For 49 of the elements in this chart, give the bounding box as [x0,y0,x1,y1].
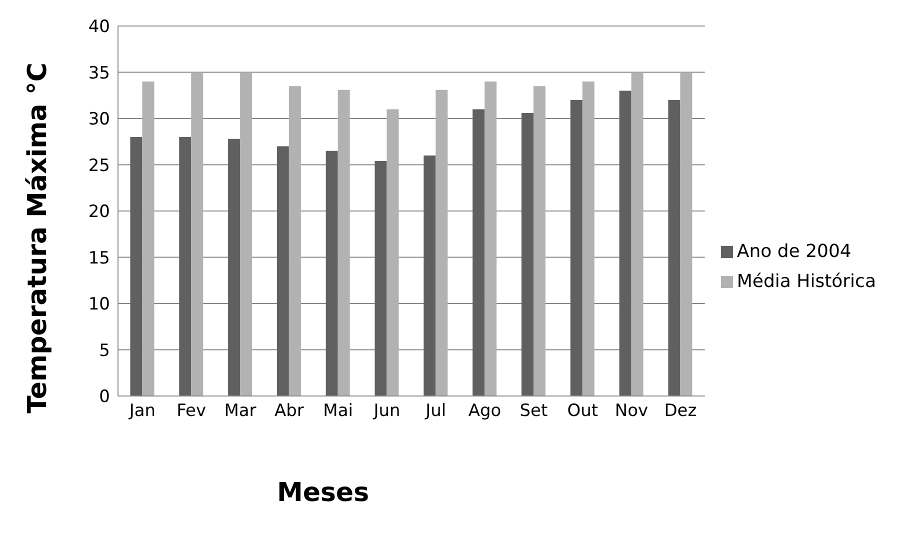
x-tick-label: Dez [664,401,697,422]
y-tick-label: 40 [88,17,110,38]
bar [680,72,692,396]
bar [326,150,338,396]
y-tick-label: 10 [88,294,110,315]
bar [374,161,387,396]
bar [338,90,350,396]
x-tick-label: Jul [424,401,446,422]
x-tick-label: Mar [224,401,256,422]
bar [228,138,240,396]
legend-label: Média Histórica [736,271,876,292]
y-tick-label: 25 [88,156,110,176]
x-axis-title: Meses [276,478,370,508]
bar [142,82,154,396]
bar [424,156,436,396]
bar [521,112,534,396]
x-tick-label: Abr [274,401,304,422]
bar [533,86,546,396]
y-tick-label: 35 [88,63,110,84]
bar [472,109,485,396]
x-tick-label: Set [520,401,548,422]
bar [668,100,680,396]
bar [288,86,301,396]
bar [582,82,594,396]
bar [619,90,632,396]
y-tick-label: 5 [99,340,110,361]
y-tick-label: 15 [88,248,110,268]
bar [436,90,448,396]
x-tick-label: Fev [176,401,206,422]
x-tick-label: Nov [614,401,648,422]
x-tick-label: Out [567,401,598,422]
legend-label: Ano de 2004 [736,241,852,262]
x-tick-label: Mai [323,401,353,422]
bar [191,72,204,396]
bar [484,82,497,396]
bar [570,100,582,396]
y-tick-label: 20 [88,202,110,222]
bar [631,72,644,396]
x-tick-label: Jan [128,401,156,422]
bar [386,109,399,396]
bar [276,146,289,396]
x-tick-label: Ago [468,401,502,422]
x-tick-label: Jun [372,401,400,422]
bar [179,137,192,396]
y-tick-label: 30 [88,110,110,130]
y-axis-title: Temperatura Máxima °C [23,62,53,414]
y-tick-label: 0 [99,387,110,408]
bar [240,72,252,396]
bar [130,137,142,396]
